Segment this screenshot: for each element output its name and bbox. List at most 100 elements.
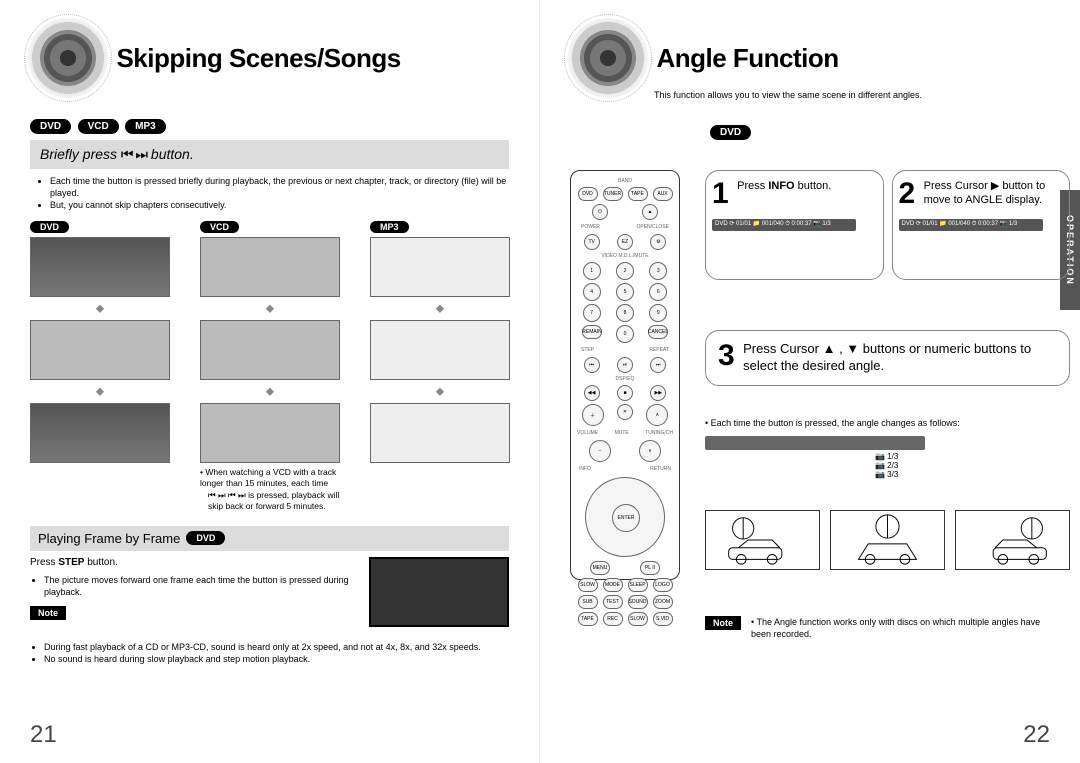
txt-bold: INFO <box>768 180 794 192</box>
remote-button: SLEEP <box>628 578 648 592</box>
page-21: Skipping Scenes/Songs DVD VCD MP3 Briefl… <box>0 0 540 763</box>
thumbnail <box>30 320 170 380</box>
format-pills: DVD VCD MP3 <box>30 116 509 134</box>
speaker-icon <box>30 20 106 96</box>
remote-open-button: ▲ <box>642 204 658 220</box>
brief-press-bar: Briefly press ⏮ ⏭ button. <box>30 140 509 169</box>
note-text: The Angle function works only with discs… <box>751 617 1040 639</box>
remote-button: ⏯ <box>617 357 633 373</box>
remote-label: MUTE <box>615 430 629 436</box>
col-label: MP3 <box>370 221 409 233</box>
step-number: 2 <box>899 179 916 209</box>
remote-num: 0 <box>616 325 634 343</box>
remote-button: DVD <box>578 187 598 201</box>
step-1: 1 Press INFO button. DVD ⟳ 01/01 📁 001/0… <box>705 170 884 280</box>
remote-num: 6 <box>649 283 667 301</box>
subtitle: This function allows you to view the sam… <box>654 90 1050 100</box>
header-left: Skipping Scenes/Songs <box>30 20 509 96</box>
thumbnail <box>370 403 510 463</box>
note-badge: Note <box>30 606 66 620</box>
tv-screen-illustration <box>369 557 509 627</box>
frame-block: Press STEP button. The picture moves for… <box>30 557 509 627</box>
osd-strip <box>705 436 925 450</box>
thumbnail <box>200 320 340 380</box>
skip-icons: ⏮ ⏭ <box>208 490 226 500</box>
remote-label: TUNING/CH <box>645 430 673 436</box>
note-badge: Note <box>705 616 741 630</box>
brief-bullets: Each time the button is pressed briefly … <box>40 175 509 211</box>
remote-button: ■ <box>617 385 633 401</box>
frame-pill: DVD <box>186 531 225 545</box>
brief-press-prefix: Briefly press <box>40 146 121 162</box>
remote-button: LOGO <box>653 578 673 592</box>
remote-dpad: ENTER <box>585 477 665 557</box>
step-number: 1 <box>712 179 729 209</box>
page-title: Skipping Scenes/Songs <box>116 43 400 74</box>
remote-button: SOUND <box>628 595 648 609</box>
remote-button: AUX <box>653 187 673 201</box>
remote-button: ⏮ <box>584 357 600 373</box>
arrow-down-icon: ⬥ <box>30 301 170 316</box>
remote-vol-up: ＋ <box>582 404 604 426</box>
remote-label: VIDEO M.D.L./MUTE <box>575 253 675 259</box>
remote-button: REC <box>603 612 623 626</box>
angle-seq-item: 📷 3/3 <box>875 470 1070 479</box>
pill-mp3: MP3 <box>125 119 166 134</box>
remote-button: SLOW <box>628 612 648 626</box>
txt: button. <box>795 180 832 192</box>
car-angle-3 <box>955 510 1070 570</box>
col-mp3: MP3 ⬥ ⬥ <box>370 217 510 511</box>
header-right: Angle Function <box>570 20 1050 96</box>
vcd-note-line: When watching a VCD with a track longer … <box>200 467 336 488</box>
remote-mute: ✕ <box>617 404 633 420</box>
angle-illustrations <box>705 510 1070 570</box>
remote-button: REMAIN <box>582 325 602 339</box>
angle-seq-item: 📷 2/3 <box>875 461 1070 470</box>
step-text: Press INFO button. <box>737 179 868 193</box>
bullet: Each time the button is pressed briefly … <box>50 175 509 199</box>
remote-label: INFO <box>579 466 591 472</box>
arrow-down-icon: ⬥ <box>200 384 340 399</box>
remote-button: ZOOM <box>653 595 673 609</box>
col-label: DVD <box>30 221 69 233</box>
vcd-note-line: ⏮ ⏭ is pressed, playback will skip back … <box>208 490 339 511</box>
frame-heading: Playing Frame by Frame <box>38 531 180 546</box>
remote-button: PL II <box>640 561 660 575</box>
remote-num: 8 <box>616 304 634 322</box>
remote-label: VOLUME <box>577 430 598 436</box>
remote-num: 5 <box>616 283 634 301</box>
bottom-notes: During fast playback of a CD or MP3-CD, … <box>30 641 509 665</box>
thumbnail <box>370 237 510 297</box>
step-text: Press Cursor ▲ , ▼ buttons or numeric bu… <box>743 341 1052 375</box>
remote-enter: ENTER <box>612 504 640 532</box>
remote-button: ◀◀ <box>584 385 600 401</box>
page-title: Angle Function <box>656 43 838 74</box>
brief-press-suffix: button. <box>151 146 194 162</box>
remote-button: MODE <box>603 578 623 592</box>
page-number: 21 <box>30 721 57 749</box>
thumbnail <box>30 403 170 463</box>
remote-button: ⚙ <box>650 234 666 250</box>
remote-power-button: ⏻ <box>592 204 608 220</box>
remote-label: POWER <box>581 224 600 230</box>
format-pill-row: DVD <box>710 122 1050 140</box>
angle-seq-item: 📷 1/3 <box>875 452 1070 461</box>
remote-ch-down: ∨ <box>639 440 661 462</box>
step-2: 2 Press Cursor ▶ button to move to ANGLE… <box>892 170 1071 280</box>
txt: Press <box>737 180 768 192</box>
step-3: 3 Press Cursor ▲ , ▼ buttons or numeric … <box>705 330 1070 386</box>
frame-subhead: Playing Frame by Frame DVD <box>30 526 509 551</box>
vcd-note: • When watching a VCD with a track longe… <box>200 467 340 511</box>
remote-label: OPEN/CLOSE <box>636 224 669 230</box>
remote-button: ⏭ <box>650 357 666 373</box>
step-text: Press Cursor ▶ button to move to ANGLE d… <box>924 179 1055 208</box>
remote-button: MENU <box>590 561 610 575</box>
page-number: 22 <box>1023 721 1050 749</box>
remote-button: S.VID <box>653 612 673 626</box>
remote-num: 7 <box>583 304 601 322</box>
remote-button: CANCEL <box>648 325 668 339</box>
arrow-down-icon: ⬥ <box>200 301 340 316</box>
arrow-down-icon: ⬥ <box>370 384 510 399</box>
bullet: But, you cannot skip chapters consecutiv… <box>50 199 509 211</box>
remote-label: REPEAT <box>649 347 669 353</box>
